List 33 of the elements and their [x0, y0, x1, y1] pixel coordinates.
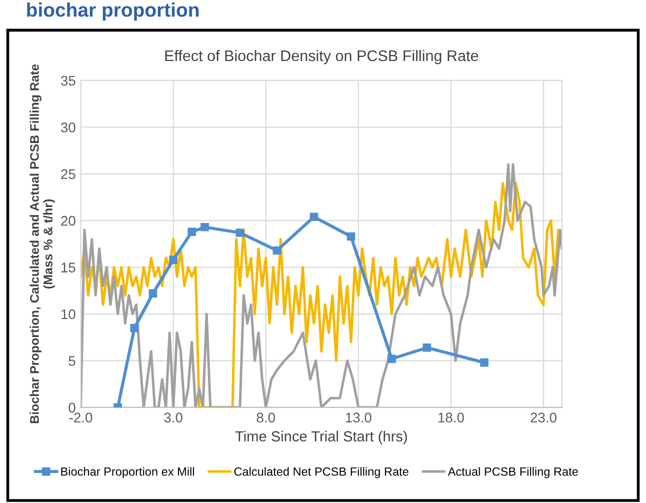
y-tick-label: 15: [62, 262, 76, 272]
point: [130, 324, 139, 332]
point: [169, 256, 178, 264]
point: [388, 354, 396, 364]
x-tick-label: 8.0: [256, 412, 275, 422]
y-tick-label: 10: [62, 309, 76, 320]
point: [188, 228, 196, 236]
y-tick-label: 25: [61, 169, 76, 180]
point: [148, 289, 158, 298]
text: biochar proportion: [27, 2, 199, 21]
x-tick-label: -2.0: [69, 412, 92, 422]
y-tick-label: 5: [68, 356, 76, 366]
point: [480, 358, 488, 367]
point: [346, 232, 356, 241]
x-tick-label: 23.0: [530, 412, 556, 422]
chart-title: Effect of Biochar Density on PCSB Filling Rate: [165, 50, 478, 64]
y-tick-label: 35: [60, 76, 76, 86]
point: [272, 246, 282, 255]
x-tick-label: 13.0: [346, 412, 372, 422]
point: [310, 212, 318, 222]
y-tick-label: 20: [61, 216, 76, 226]
x-tick-label: 18.0: [438, 412, 464, 422]
point: [236, 228, 244, 237]
x-tick-label: 3.0: [164, 412, 182, 422]
point: [422, 343, 432, 352]
point: [200, 222, 209, 232]
y-tick-label: 0: [68, 402, 76, 413]
x-axis-title: Time Since Trial Start (hrs): [235, 430, 407, 444]
legend-label: Calculated Net PCSB Filling Rate: [234, 467, 408, 478]
legend-label: Biochar Proportion ex Mill: [61, 467, 194, 478]
y-tick-label: 30: [60, 122, 76, 132]
legend-label: Actual PCSB Filling Rate: [448, 467, 578, 478]
y-axis-title: Biochar Proportion, Calculated and Actual PCSB Filling Rate (Mass % & t/hr): [30, 64, 55, 424]
